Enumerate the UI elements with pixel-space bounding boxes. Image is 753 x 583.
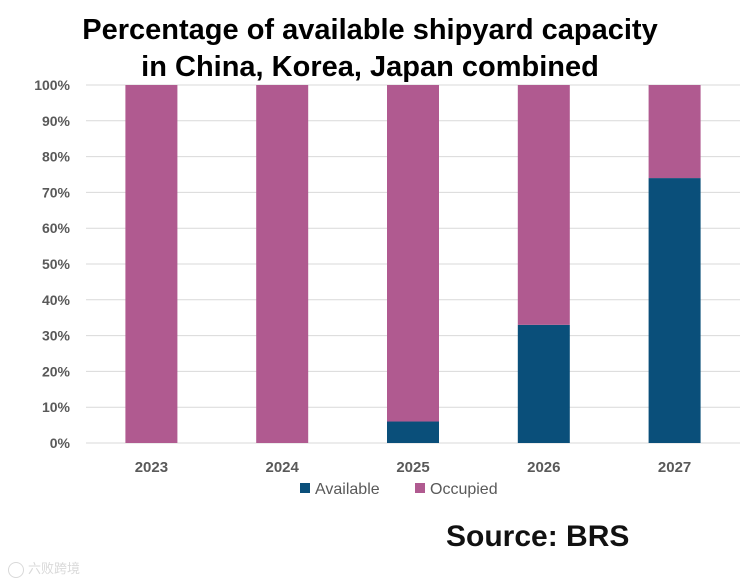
legend-swatch-occupied xyxy=(415,483,425,493)
bar-occupied-2027 xyxy=(648,85,701,179)
bar-available-2025 xyxy=(387,421,439,443)
y-tick-label: 80% xyxy=(42,149,71,165)
legend-label-available: Available xyxy=(315,481,380,498)
bar-occupied-2026 xyxy=(517,85,570,325)
legend-label-occupied: Occupied xyxy=(430,481,498,498)
x-tick-label: 2027 xyxy=(658,459,691,476)
y-tick-label: 60% xyxy=(42,220,71,236)
source-label: Source: BRS xyxy=(446,520,630,553)
chart-title-line-1: Percentage of available shipyard capacit… xyxy=(82,14,658,46)
y-tick-label: 10% xyxy=(42,399,71,415)
chart-title-line-2: in China, Korea, Japan combined xyxy=(141,51,599,83)
bar-available-2026 xyxy=(517,324,570,443)
legend-swatch-available xyxy=(300,483,310,493)
chart-title: Percentage of available shipyard capacit… xyxy=(0,12,740,86)
y-tick-label: 20% xyxy=(42,363,71,379)
bar-occupied-2024 xyxy=(256,85,309,443)
bar-available-2027 xyxy=(648,178,701,443)
watermark-text: 六败跨境 xyxy=(28,561,81,576)
y-tick-label: 70% xyxy=(42,184,71,200)
y-tick-label: 0% xyxy=(50,435,71,451)
x-tick-label: 2025 xyxy=(396,459,429,476)
bar-occupied-2023 xyxy=(125,85,178,443)
bar-occupied-2025 xyxy=(387,85,439,422)
y-tick-label: 50% xyxy=(42,256,71,272)
watermark: 六败跨境 xyxy=(8,558,80,578)
y-tick-label: 90% xyxy=(42,113,71,129)
x-tick-label: 2023 xyxy=(135,459,168,476)
watermark-logo-icon xyxy=(8,561,24,578)
y-tick-label: 40% xyxy=(42,292,71,308)
y-tick-label: 30% xyxy=(42,328,71,344)
y-tick-label: 100% xyxy=(34,77,70,93)
x-tick-label: 2024 xyxy=(266,459,300,476)
x-tick-label: 2026 xyxy=(527,459,560,476)
